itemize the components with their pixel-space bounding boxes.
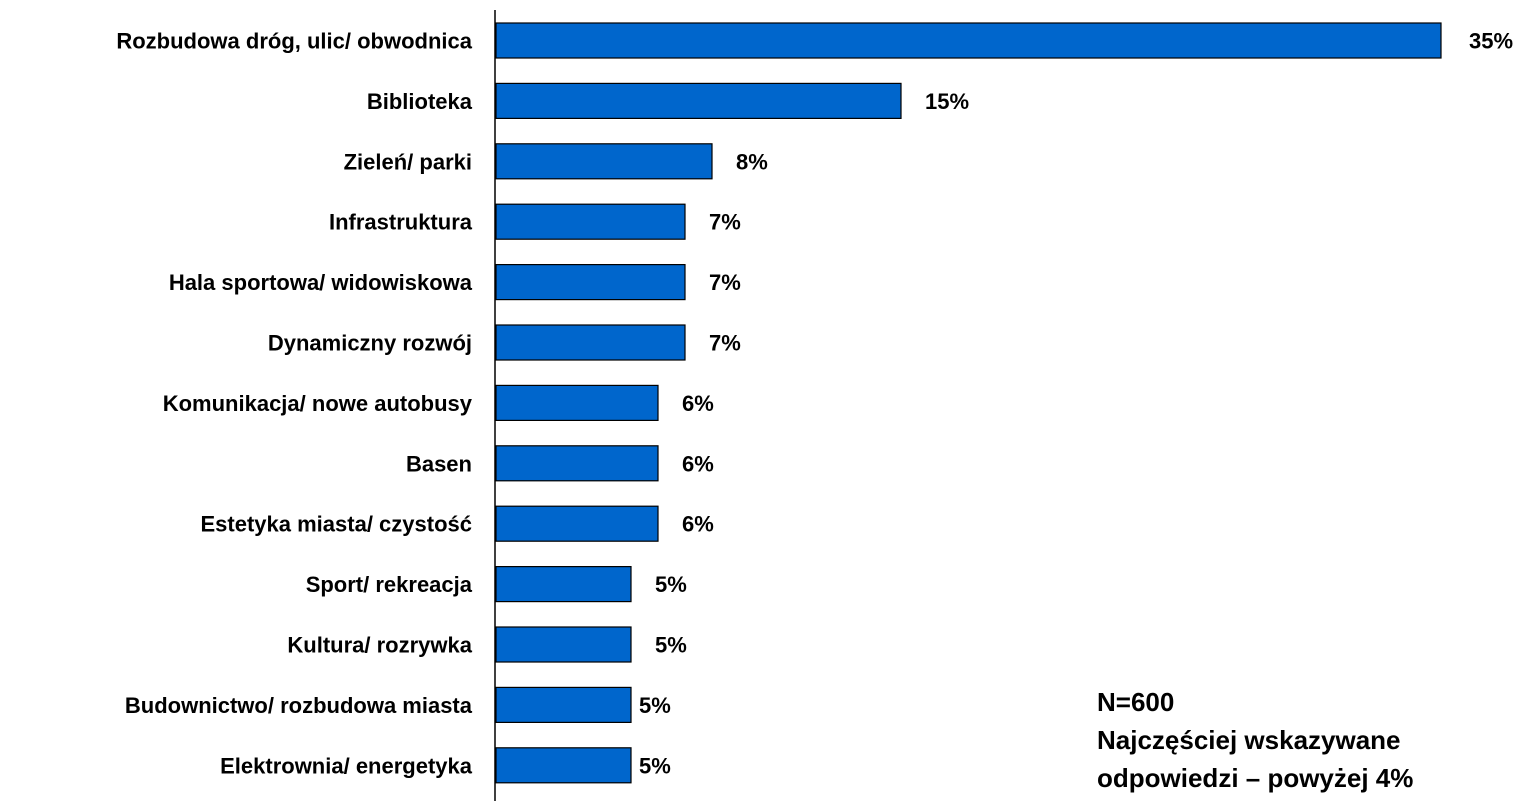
value-label: 6% (682, 512, 714, 537)
category-label: Estetyka miasta/ czystość (201, 512, 473, 537)
value-label: 7% (709, 210, 741, 235)
note-line-3: odpowiedzi – powyżej 4% (1097, 763, 1414, 793)
category-label: Infrastruktura (329, 210, 473, 235)
category-label: Zieleń/ parki (344, 149, 472, 174)
value-label: 5% (655, 633, 687, 658)
value-label: 7% (709, 270, 741, 295)
bar (495, 505, 659, 542)
bar (495, 264, 686, 301)
bar (495, 203, 686, 240)
category-label: Budownictwo/ rozbudowa miasta (125, 693, 473, 718)
bar (495, 324, 686, 361)
value-label: 8% (736, 149, 768, 174)
value-label: 5% (639, 753, 671, 778)
value-label: 6% (682, 391, 714, 416)
bar (495, 82, 902, 120)
bar (495, 22, 1442, 59)
category-label: Sport/ rekreacja (306, 572, 473, 597)
category-label: Basen (406, 451, 472, 476)
bar (495, 445, 659, 482)
bar (495, 143, 713, 180)
category-label: Biblioteka (367, 89, 473, 114)
category-label: Hala sportowa/ widowiskowa (169, 270, 473, 295)
value-label: 5% (639, 693, 671, 718)
value-label: 15% (925, 89, 969, 114)
note-line-2: Najczęściej wskazywane (1097, 725, 1401, 755)
bars-layer: Rozbudowa dróg, ulic/ obwodnica 35% Biblio… (116, 22, 1513, 784)
value-label: 6% (682, 451, 714, 476)
bar (495, 565, 632, 603)
category-label: Dynamiczny rozwój (268, 331, 472, 356)
category-label: Kultura/ rozrywka (287, 633, 472, 658)
category-label: Komunikacja/ nowe autobusy (163, 391, 473, 416)
value-label: 7% (709, 331, 741, 356)
bar (495, 384, 659, 421)
bar (495, 626, 632, 663)
value-label: 35% (1469, 29, 1513, 54)
bar (495, 686, 632, 724)
category-label: Elektrownia/ energetyka (220, 753, 473, 778)
category-label: Rozbudowa dróg, ulic/ obwodnica (116, 29, 472, 54)
sample-size-text: N=600 (1097, 687, 1175, 717)
sample-note: N=600 Najczęściej wskazywane odpowiedzi … (1097, 683, 1413, 797)
value-label: 5% (655, 572, 687, 597)
bar (495, 747, 632, 784)
